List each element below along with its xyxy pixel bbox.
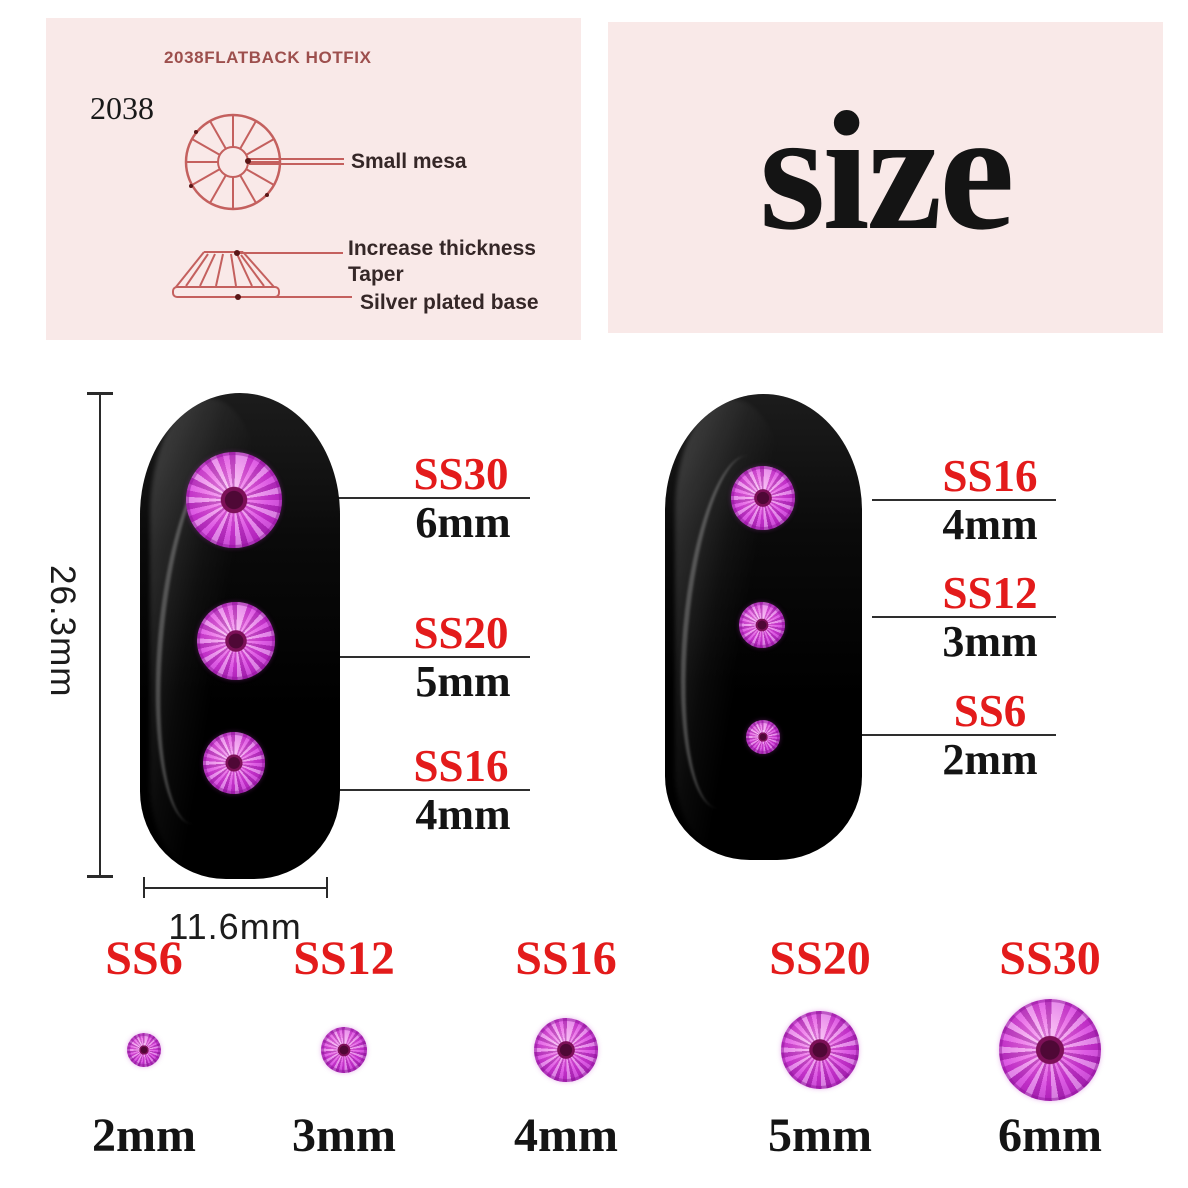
size-row-3mm-label: 3mm: [292, 1109, 396, 1162]
callout-ss20-label: SS20: [413, 608, 509, 658]
callout-4mm-label: 4mm: [415, 790, 511, 839]
diagram-label-silver-plated-base: Silver plated base: [360, 291, 539, 314]
width-measure-left-cap: [143, 877, 145, 898]
size-row-ss12-label: SS12: [293, 932, 395, 985]
nail-height-label: 26.3mm: [43, 565, 82, 698]
callout-2mm-label: 2mm: [942, 735, 1038, 784]
size-row-item-ss6: SS6 2mm: [34, 934, 254, 1162]
size-row-stone-wrap: [321, 990, 367, 1110]
width-measure-line: [143, 887, 328, 889]
callout-ss12-label: SS12: [942, 568, 1038, 618]
callout-4mm-right-label: 4mm: [942, 500, 1038, 549]
callout-6mm-label: 6mm: [415, 498, 511, 547]
callout-ss6-label: SS6: [953, 686, 1027, 736]
rhinestone-ss30-on-nail: [186, 452, 282, 548]
rhinestone-ss16: [534, 1018, 598, 1082]
size-row-stone-wrap: [999, 990, 1101, 1110]
rhinestone-ss16-on-nail-right: [731, 466, 795, 530]
callout-line-ss16: [320, 789, 530, 791]
size-row-item-ss16: SS16 4mm: [456, 934, 676, 1162]
flatback-structure-diagram: [172, 113, 352, 300]
size-row-item-ss30: SS30 6mm: [940, 934, 1160, 1162]
size-row-ss6-label: SS6: [105, 932, 183, 985]
rhinestone-ss16-on-nail: [203, 732, 265, 794]
callout-line-ss6: [843, 734, 1056, 736]
height-measure-top-cap: [87, 392, 113, 395]
size-row-stone-wrap: [127, 990, 161, 1110]
diagram-label-small-mesa: Small mesa: [351, 150, 467, 173]
size-row-ss20-label: SS20: [769, 932, 871, 985]
size-row-2mm-label: 2mm: [92, 1109, 196, 1162]
rhinestone-ss6-on-nail-right: [746, 720, 780, 754]
width-measure-right-cap: [326, 877, 328, 898]
callout-3mm-label: 3mm: [942, 617, 1038, 666]
rhinestone-ss30: [999, 999, 1101, 1101]
callout-line-ss16-right: [872, 499, 1056, 501]
size-heading-card: size: [608, 22, 1163, 333]
callout-ss16-label: SS16: [413, 741, 509, 791]
size-row-stone-wrap: [781, 990, 859, 1110]
model-number: 2038: [90, 90, 154, 126]
callout-line-ss12: [872, 616, 1056, 618]
rhinestone-ss20-on-nail: [197, 602, 275, 680]
size-row-item-ss12: SS12 3mm: [234, 934, 454, 1162]
rhinestone-ss6: [127, 1033, 161, 1067]
callout-line-ss30: [320, 497, 530, 499]
rhinestone-ss20: [781, 1011, 859, 1089]
diagram-label-taper: Taper: [348, 263, 404, 286]
size-row-stone-wrap: [534, 990, 598, 1110]
flatback-diagram-card: 2038FLATBACK HOTFIX 2038: [46, 18, 581, 340]
diagram-card-title: 2038FLATBACK HOTFIX: [164, 48, 372, 67]
callout-line-ss20: [320, 656, 530, 658]
callout-5mm-label: 5mm: [415, 657, 511, 706]
size-row-6mm-label: 6mm: [998, 1109, 1102, 1162]
size-row-ss30-label: SS30: [999, 932, 1101, 985]
callout-ss16-right-label: SS16: [942, 451, 1038, 501]
size-row-item-ss20: SS20 5mm: [710, 934, 930, 1162]
height-measure-bottom-cap: [87, 875, 113, 878]
rhinestone-ss12: [321, 1027, 367, 1073]
rhinestone-ss12-on-nail-right: [739, 602, 785, 648]
size-row-4mm-label: 4mm: [514, 1109, 618, 1162]
height-measure-line: [99, 393, 101, 878]
nail-width-label: 11.6mm: [168, 906, 302, 947]
size-row-ss16-label: SS16: [515, 932, 617, 985]
size-heading: size: [759, 76, 1014, 265]
diagram-label-increase-thickness: Increase thickness: [348, 237, 536, 260]
size-row-5mm-label: 5mm: [768, 1109, 872, 1162]
callout-ss30-label: SS30: [413, 449, 509, 499]
